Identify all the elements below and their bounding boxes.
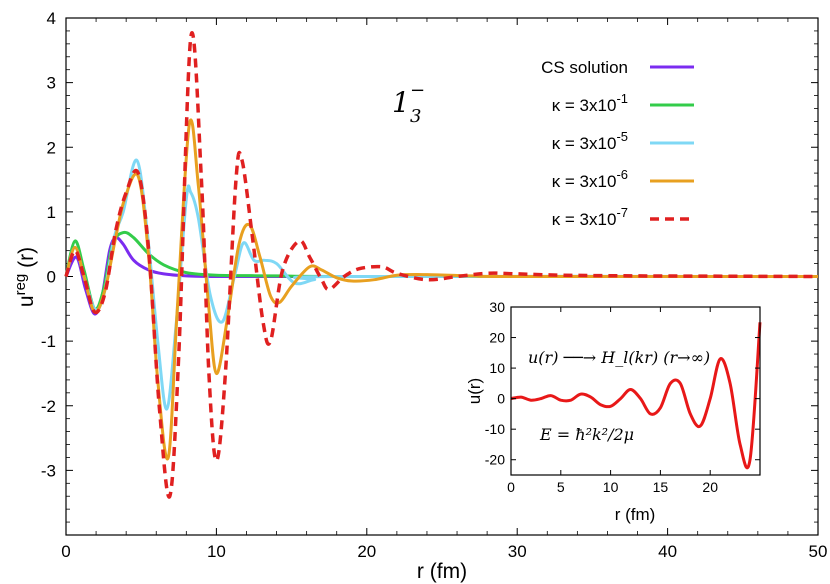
legend: CS solution κ = 3x10-1 κ = 3x10-5 κ = 3x10-… [541,58,694,229]
x-tick-label: 0 [61,542,70,561]
inset-y-tick-label: 20 [489,330,505,346]
x-tick-label: 50 [809,542,828,561]
y-tick-label: 0 [47,268,56,287]
y-tick-label: -3 [41,461,56,480]
series-line-4 [64,31,819,499]
legend-label-3: κ = 3x10-6 [552,167,628,191]
inset-x-tick-label: 5 [557,479,565,495]
inset-y-tick-label: -20 [485,452,505,468]
legend-label-4: κ = 3x10-7 [552,205,628,229]
inset-x-tick-label: 20 [702,479,718,495]
inset-y-tick-label: -10 [485,421,505,437]
inset-y-tick-label: 10 [489,360,505,376]
x-tick-label: 30 [508,542,527,561]
inset-y-axis-label: u(r) [465,378,484,404]
inset-x-tick-label: 15 [653,479,669,495]
inset-annotation-energy: E = ħ²k²/2μ [539,425,634,444]
inset-x-tick-label: 10 [603,479,619,495]
inset-frame [510,306,761,476]
inset: 0 5 10 15 20 30 20 10 0 -10 -20 r (fm) u(r) u(r) ─… [465,299,762,524]
legend-label-1: κ = 3x10-1 [552,91,628,115]
inset-series [510,322,762,470]
legend-label-2: κ = 3x10-5 [552,129,628,153]
inset-y-tick-label: 0 [497,391,505,407]
y-tick-label: -2 [41,397,56,416]
inset-y-tick-label: 30 [489,299,505,315]
state-label-sup: − [410,80,425,101]
y-tick-label: 1 [47,203,56,222]
inset-annotation-asymptotic: u(r) ──→ H_l(kr) (r→∞) [528,348,710,367]
state-label-sub: 3 [410,106,421,127]
y-axis-label: ureg (r) [12,247,38,307]
main-series [64,31,819,499]
y-tick-label: 4 [47,9,56,28]
x-axis-label: r (fm) [417,560,467,583]
y-tick-label: 2 [47,138,56,157]
y-tick-label: -1 [41,332,56,351]
x-tick-label: 10 [207,542,226,561]
state-label: 1 [392,86,410,119]
inset-series-line-0 [510,322,762,470]
y-tick-label: 3 [47,74,56,93]
legend-label-0: CS solution [541,58,628,77]
inset-x-tick-label: 0 [507,479,515,495]
inset-ticks: 0 5 10 15 20 30 20 10 0 -10 -20 [485,299,760,495]
x-tick-label: 40 [658,542,677,561]
inset-x-axis-label: r (fm) [615,505,656,524]
x-tick-label: 20 [357,542,376,561]
